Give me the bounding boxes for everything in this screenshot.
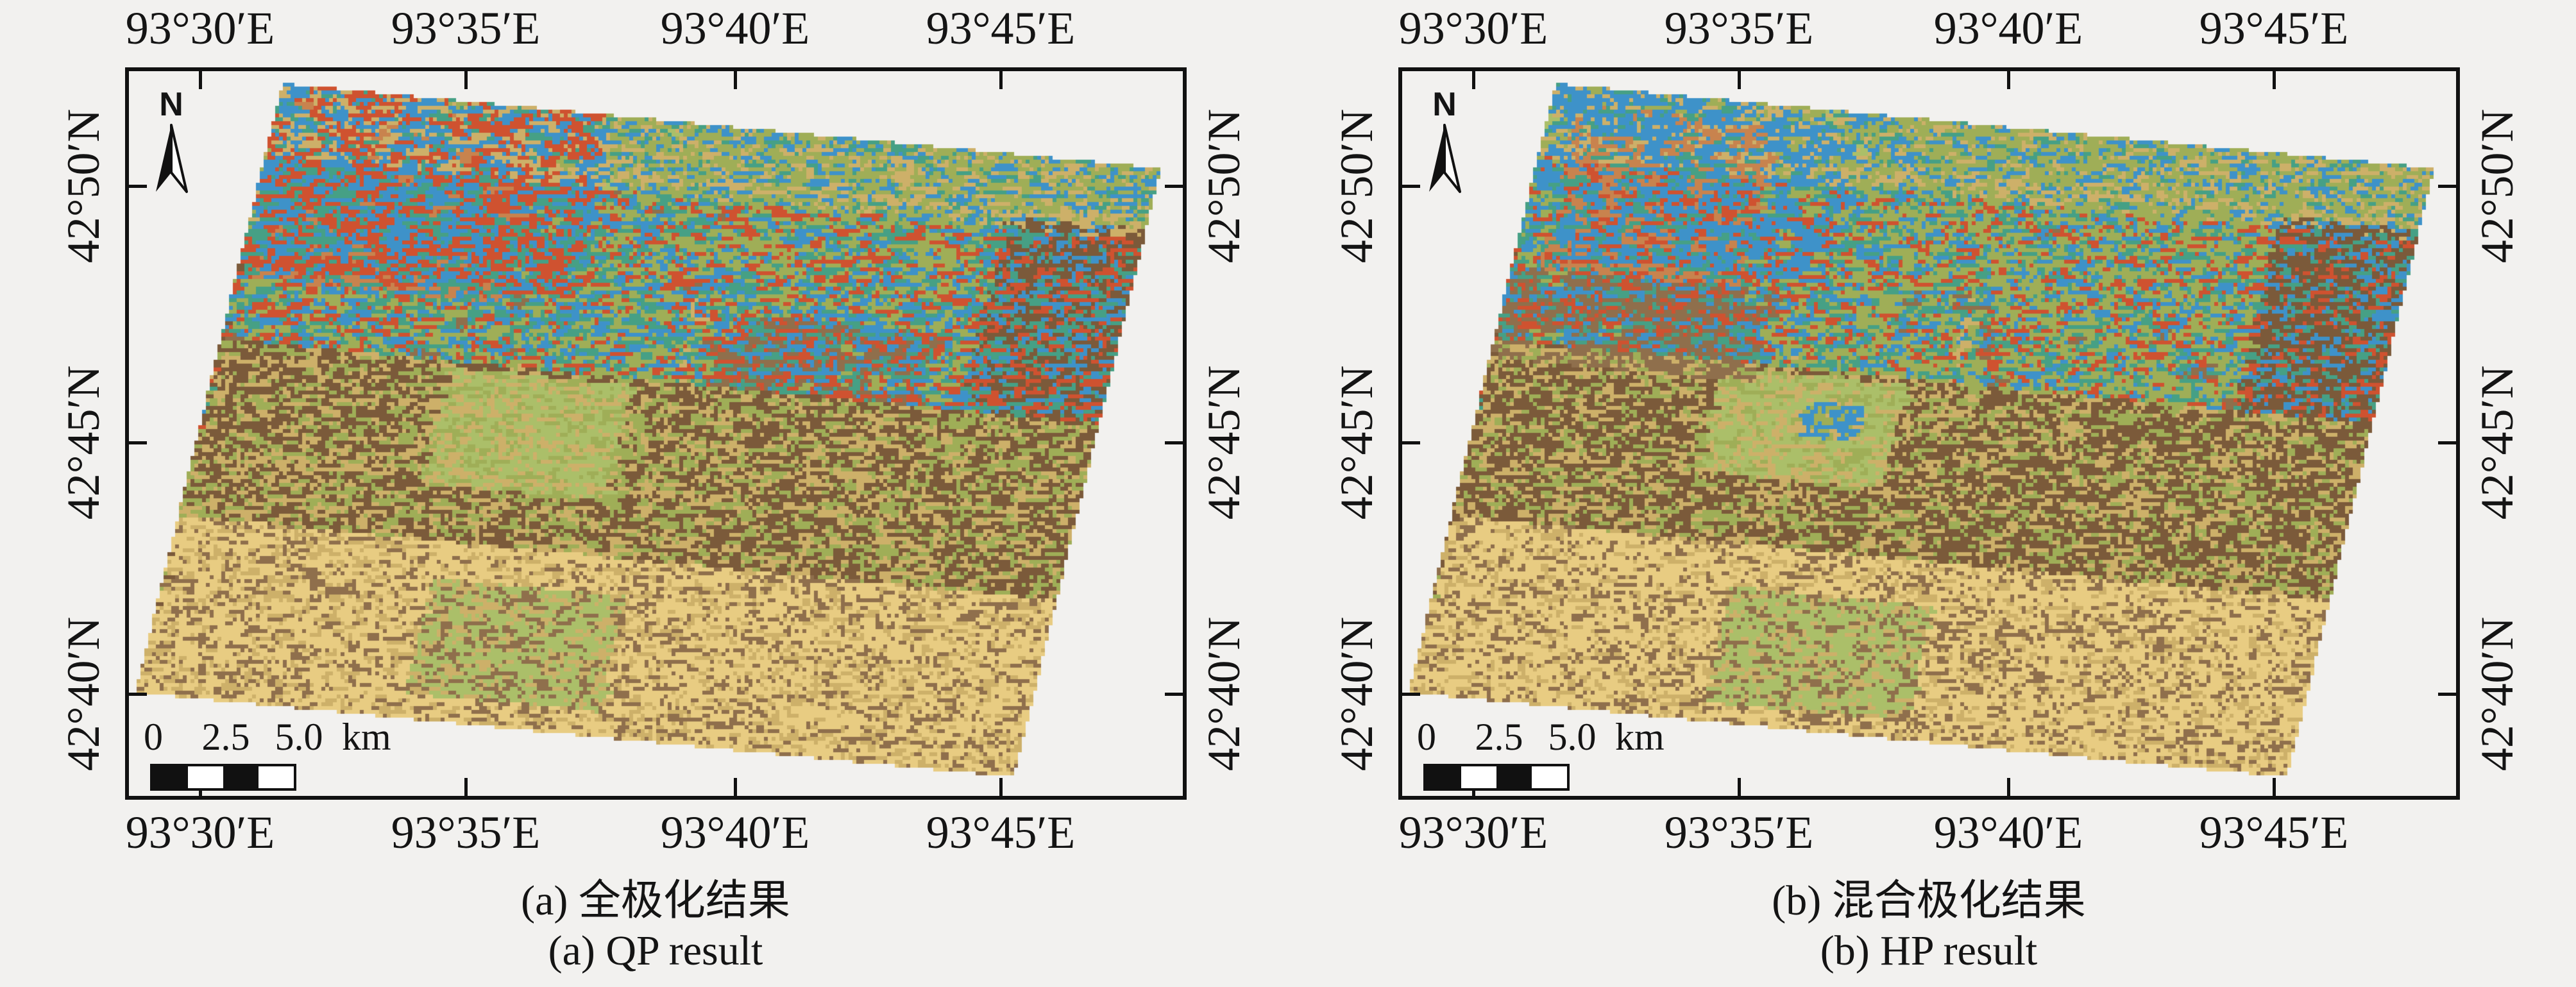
axis-tick bbox=[2007, 778, 2010, 796]
axis-tick bbox=[1472, 71, 1475, 89]
map-raster bbox=[1402, 71, 2456, 796]
north-label: N bbox=[1432, 86, 1457, 123]
caption-en: (b) HP result bbox=[1820, 927, 2038, 974]
scale-label: 2.5 bbox=[201, 716, 250, 758]
map-raster bbox=[129, 71, 1183, 796]
scale-bar-segment bbox=[1461, 766, 1496, 788]
north-label: N bbox=[159, 86, 183, 123]
north-arrow-icon bbox=[156, 124, 188, 193]
lon-label: 93°30′E bbox=[1398, 3, 1548, 54]
lon-label: 93°35′E bbox=[1664, 3, 1814, 54]
axis-tick bbox=[2007, 71, 2010, 89]
map-frame: N 0 2.5 5.0 km bbox=[1398, 67, 2460, 800]
lon-label: 93°45′E bbox=[926, 3, 1076, 54]
lon-label: 93°30′E bbox=[1398, 807, 1548, 858]
caption-zh: (b) 混合极化结果 bbox=[1772, 877, 2086, 924]
lon-label: 93°40′E bbox=[1933, 807, 2083, 858]
north-arrow-icon bbox=[1429, 124, 1461, 193]
axis-tick bbox=[2438, 185, 2456, 188]
lat-label: 42°40′N bbox=[2471, 616, 2523, 772]
lon-label: 93°40′E bbox=[1933, 3, 2083, 54]
axis-tick bbox=[464, 71, 468, 89]
caption-zh: (a) 全极化结果 bbox=[521, 877, 790, 924]
lon-label: 93°40′E bbox=[660, 3, 810, 54]
axis-tick bbox=[464, 778, 468, 796]
lat-label: 42°45′N bbox=[2471, 365, 2523, 520]
axis-tick bbox=[1165, 693, 1183, 696]
axis-tick bbox=[1165, 185, 1183, 188]
axis-tick bbox=[734, 71, 737, 89]
scale-label: 0 bbox=[144, 716, 163, 758]
scale-label: 0 bbox=[1417, 716, 1436, 758]
axis-tick bbox=[1402, 185, 1420, 188]
lat-label: 42°45′N bbox=[1331, 365, 1382, 520]
axis-tick bbox=[1738, 778, 1741, 796]
axis-tick bbox=[1165, 441, 1183, 444]
axis-tick bbox=[734, 778, 737, 796]
axis-tick bbox=[129, 441, 147, 444]
lon-label: 93°45′E bbox=[926, 807, 1076, 858]
axis-tick bbox=[129, 693, 147, 696]
axis-tick bbox=[2438, 693, 2456, 696]
axis-tick bbox=[999, 71, 1003, 89]
lon-label: 93°35′E bbox=[1664, 807, 1814, 858]
axis-tick bbox=[2438, 441, 2456, 444]
scale-bar-segment bbox=[153, 766, 188, 788]
lon-label: 93°30′E bbox=[125, 807, 275, 858]
lon-label: 93°35′E bbox=[391, 3, 541, 54]
axis-tick bbox=[1402, 441, 1420, 444]
lon-label: 93°35′E bbox=[391, 807, 541, 858]
axis-tick bbox=[2273, 71, 2276, 89]
scale-bar-segment bbox=[188, 766, 223, 788]
lon-label: 93°45′E bbox=[2199, 3, 2349, 54]
axis-tick bbox=[1402, 693, 1420, 696]
scale-bar bbox=[1423, 764, 1570, 791]
axis-tick bbox=[199, 71, 202, 89]
axis-tick bbox=[1738, 71, 1741, 89]
lon-label: 93°30′E bbox=[125, 3, 275, 54]
map-frame: N 0 2.5 5.0 km bbox=[125, 67, 1187, 800]
scale-bar-segment bbox=[1496, 766, 1532, 788]
scale-unit: km bbox=[1615, 716, 1665, 758]
scale-bar-segment bbox=[223, 766, 258, 788]
scale-label: 2.5 bbox=[1475, 716, 1523, 758]
lat-label: 42°40′N bbox=[1331, 616, 1382, 772]
lat-label: 42°50′N bbox=[2471, 108, 2523, 264]
axis-tick bbox=[999, 778, 1003, 796]
scale-bar-segment bbox=[1426, 766, 1461, 788]
scale-label: 5.0 bbox=[275, 716, 323, 758]
scale-bar-segment bbox=[1532, 766, 1567, 788]
scale-bar-segment bbox=[258, 766, 294, 788]
lon-label: 93°45′E bbox=[2199, 807, 2349, 858]
caption-en: (a) QP result bbox=[548, 927, 763, 974]
axis-tick bbox=[2273, 778, 2276, 796]
axis-tick bbox=[129, 185, 147, 188]
lon-label: 93°40′E bbox=[660, 807, 810, 858]
lat-label: 42°50′N bbox=[1331, 108, 1382, 264]
scale-bar bbox=[150, 764, 296, 791]
scale-unit: km bbox=[342, 716, 391, 758]
scale-label: 5.0 bbox=[1548, 716, 1597, 758]
